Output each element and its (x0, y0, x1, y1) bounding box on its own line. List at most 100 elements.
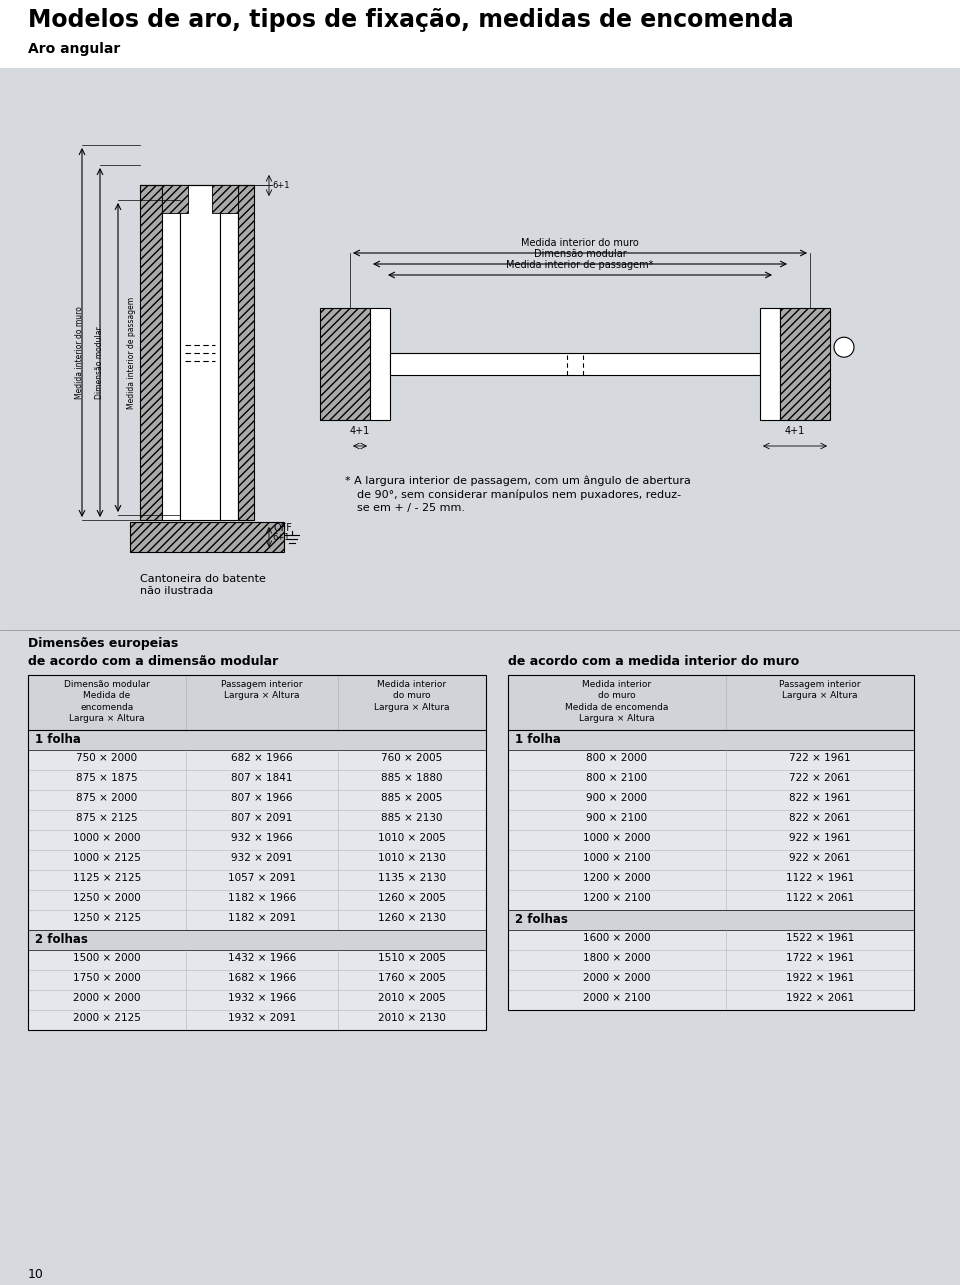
Text: 1000 × 2000: 1000 × 2000 (584, 833, 651, 843)
Text: 1600 × 2000: 1600 × 2000 (583, 933, 651, 943)
Text: 885 × 2130: 885 × 2130 (381, 813, 443, 822)
Bar (28, 770, 486, 790)
Bar (28, 1010, 486, 1031)
Text: 1500 × 2000: 1500 × 2000 (73, 953, 141, 962)
Bar (0, 0, 960, 68)
Text: 885 × 1880: 885 × 1880 (381, 774, 443, 783)
Bar (508, 989, 914, 1010)
Text: 1200 × 2000: 1200 × 2000 (583, 873, 651, 883)
Text: 875 × 2125: 875 × 2125 (76, 813, 138, 822)
Text: 800 × 2000: 800 × 2000 (587, 753, 647, 763)
Bar (28, 730, 486, 750)
Text: 2000 × 2125: 2000 × 2125 (73, 1013, 141, 1023)
Bar (130, 522, 284, 553)
Text: 885 × 2005: 885 × 2005 (381, 793, 443, 803)
Text: 1135 × 2130: 1135 × 2130 (378, 873, 446, 883)
Text: 6+1: 6+1 (272, 532, 290, 541)
Bar (320, 308, 370, 420)
Bar (508, 849, 914, 870)
Text: Dimensão modular
Medida de
encomenda
Largura × Altura: Dimensão modular Medida de encomenda Lar… (64, 680, 150, 723)
Text: 932 × 1966: 932 × 1966 (231, 833, 293, 843)
Text: 1722 × 1961: 1722 × 1961 (786, 953, 854, 962)
Text: 6+1: 6+1 (272, 181, 290, 190)
Text: 1250 × 2000: 1250 × 2000 (73, 893, 141, 903)
Text: 2000 × 2000: 2000 × 2000 (73, 993, 141, 1004)
Bar (28, 790, 486, 810)
Text: 822 × 1961: 822 × 1961 (789, 793, 851, 803)
Bar (508, 675, 914, 1010)
Bar (508, 930, 914, 950)
Text: Medida interior
do muro
Medida de encomenda
Largura × Altura: Medida interior do muro Medida de encome… (565, 680, 669, 723)
Text: 1182 × 2091: 1182 × 2091 (228, 914, 296, 923)
Text: 1922 × 2061: 1922 × 2061 (786, 993, 854, 1004)
Bar (220, 185, 238, 520)
Bar (390, 353, 760, 375)
Bar (508, 950, 914, 970)
Bar (238, 185, 254, 520)
Text: Cantoneira do batente
não ilustrada: Cantoneira do batente não ilustrada (140, 574, 266, 596)
Text: 4+1: 4+1 (785, 427, 805, 436)
Text: 2010 × 2005: 2010 × 2005 (378, 993, 445, 1004)
Text: 1800 × 2000: 1800 × 2000 (583, 953, 651, 962)
Text: 1125 × 2125: 1125 × 2125 (73, 873, 141, 883)
Bar (28, 910, 486, 930)
Bar (28, 891, 486, 910)
Text: 807 × 1841: 807 × 1841 (231, 774, 293, 783)
Text: 922 × 1961: 922 × 1961 (789, 833, 851, 843)
Text: 4+1: 4+1 (349, 427, 371, 436)
Text: 1 folha: 1 folha (35, 732, 81, 747)
Text: Medida interior do muro: Medida interior do muro (75, 306, 84, 398)
Text: 2000 × 2100: 2000 × 2100 (583, 993, 651, 1004)
Text: Medida interior do muro: Medida interior do muro (521, 238, 638, 248)
Text: 900 × 2100: 900 × 2100 (587, 813, 648, 822)
Text: 1 folha: 1 folha (515, 732, 561, 747)
Text: 1922 × 1961: 1922 × 1961 (786, 973, 854, 983)
Bar (28, 675, 486, 730)
Text: 2000 × 2000: 2000 × 2000 (584, 973, 651, 983)
Bar (180, 185, 220, 520)
Text: Dimensões europeias: Dimensões europeias (28, 637, 179, 650)
Bar (162, 185, 188, 213)
Bar (508, 970, 914, 989)
Text: 1010 × 2005: 1010 × 2005 (378, 833, 445, 843)
Text: 1510 × 2005: 1510 × 2005 (378, 953, 446, 962)
Text: 682 × 1966: 682 × 1966 (231, 753, 293, 763)
Text: 1000 × 2000: 1000 × 2000 (73, 833, 141, 843)
Text: 932 × 2091: 932 × 2091 (231, 853, 293, 864)
Text: 722 × 1961: 722 × 1961 (789, 753, 851, 763)
Text: 1750 × 2000: 1750 × 2000 (73, 973, 141, 983)
Text: 875 × 1875: 875 × 1875 (76, 774, 138, 783)
Circle shape (834, 337, 854, 357)
Text: Dimensão modular: Dimensão modular (95, 326, 105, 398)
Text: * A largura interior de passagem, com um ângulo de abertura: * A largura interior de passagem, com um… (345, 475, 691, 486)
Bar (508, 790, 914, 810)
Text: 800 × 2100: 800 × 2100 (587, 774, 648, 783)
Text: 1122 × 1961: 1122 × 1961 (786, 873, 854, 883)
Text: 1260 × 2130: 1260 × 2130 (378, 914, 446, 923)
Text: se em + / - 25 mm.: se em + / - 25 mm. (357, 502, 465, 513)
Bar (140, 185, 162, 520)
Text: 722 × 2061: 722 × 2061 (789, 774, 851, 783)
Text: 1182 × 1966: 1182 × 1966 (228, 893, 296, 903)
Text: Modelos de aro, tipos de fixação, medidas de encomenda: Modelos de aro, tipos de fixação, medida… (28, 8, 794, 32)
Bar (508, 870, 914, 891)
Bar (370, 308, 390, 420)
Bar (780, 308, 830, 420)
Text: 750 × 2000: 750 × 2000 (77, 753, 137, 763)
Text: 1000 × 2100: 1000 × 2100 (583, 853, 651, 864)
Text: 2 folhas: 2 folhas (515, 914, 568, 926)
Text: 2010 × 2130: 2010 × 2130 (378, 1013, 446, 1023)
Bar (760, 308, 780, 420)
Text: 1010 × 2130: 1010 × 2130 (378, 853, 446, 864)
Text: 922 × 2061: 922 × 2061 (789, 853, 851, 864)
Text: 1200 × 2100: 1200 × 2100 (583, 893, 651, 903)
Text: 1682 × 1966: 1682 × 1966 (228, 973, 296, 983)
Bar (28, 989, 486, 1010)
Text: 807 × 2091: 807 × 2091 (231, 813, 293, 822)
Text: Passagem interior
Largura × Altura: Passagem interior Largura × Altura (780, 680, 861, 700)
Bar (508, 810, 914, 830)
Text: 1000 × 2125: 1000 × 2125 (73, 853, 141, 864)
Text: OFF: OFF (274, 523, 293, 533)
Text: 807 × 1966: 807 × 1966 (231, 793, 293, 803)
Bar (508, 891, 914, 910)
